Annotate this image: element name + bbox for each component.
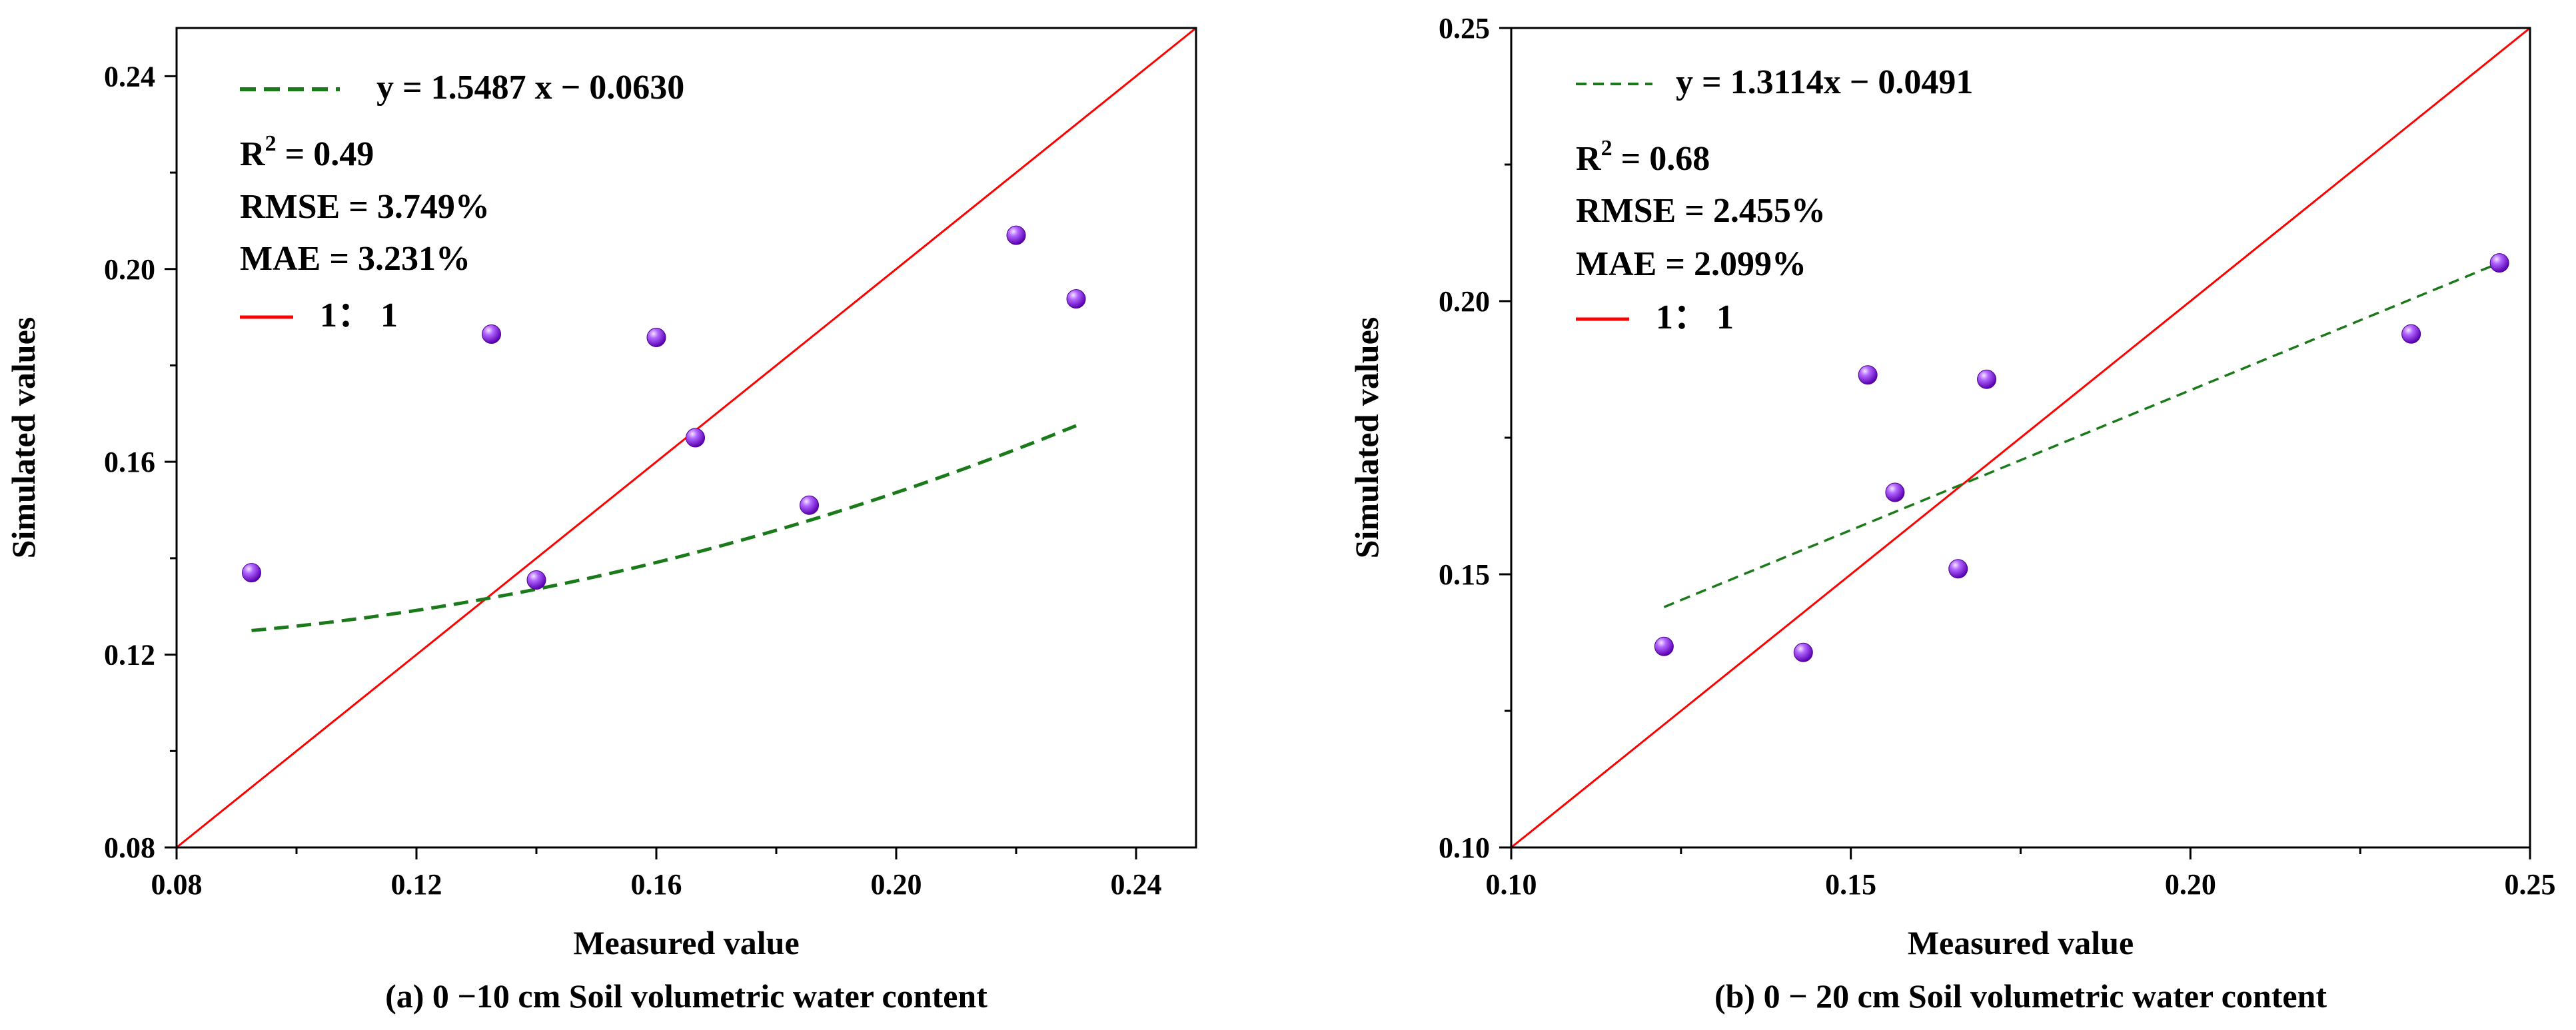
y-tick-label: 0.10 (1439, 831, 1490, 864)
legend-line-label: 1： 1 (1656, 298, 1734, 336)
data-point (1066, 289, 1086, 309)
data-point (482, 324, 501, 344)
chart-panel-b: 0.10 0.15 0.20 0.25 0.10 0.15 0.20 0.25 Measured… (1348, 12, 2556, 1015)
fit-line (1663, 261, 2500, 608)
x-tick-label: 0.10 (1486, 868, 1537, 901)
data-point (1858, 365, 1878, 385)
mae-label: MAE = 2.099% (1576, 245, 1806, 283)
data-point (2489, 253, 2509, 273)
y-tick-label: 0.12 (104, 639, 155, 672)
data-point (242, 563, 261, 583)
x-tick-label: 0.12 (391, 868, 442, 901)
x-axis-title: Measured value (1908, 924, 2134, 961)
one-to-one-line (1511, 28, 2530, 847)
x-tick-label: 0.08 (151, 868, 203, 901)
y-axis-title: Simulated values (1348, 317, 1385, 559)
y-tick-label: 0.25 (1439, 12, 1490, 45)
x-tick-label: 0.20 (871, 868, 922, 901)
mae-label: MAE = 3.231% (240, 240, 470, 278)
r2-label: R2 = 0.49 (240, 131, 374, 173)
y-tick-label: 0.24 (104, 60, 155, 93)
y-tick-label: 0.16 (104, 446, 155, 478)
legend-line-label: 1： 1 (320, 296, 398, 334)
data-point (1885, 482, 1905, 502)
x-tick-label: 0.15 (1825, 868, 1876, 901)
x-tick-label: 0.24 (1111, 868, 1162, 901)
chart-panel-a: 0.08 0.12 0.16 0.20 0.24 0.08 0.12 0.16 0.20 0.24… (5, 27, 1197, 1015)
data-point (1006, 225, 1026, 245)
x-tick-label: 0.25 (2505, 868, 2556, 901)
y-tick-label: 0.20 (104, 253, 155, 286)
figure-caption: (a) 0 −10 cm Soil volumetric water conte… (385, 977, 987, 1015)
data-point (686, 428, 705, 448)
data-point (1793, 642, 1813, 662)
figure-caption: (b) 0 − 20 cm Soil volumetric water cont… (1714, 977, 2327, 1015)
data-point (526, 570, 546, 590)
x-tick-label: 0.16 (631, 868, 682, 901)
data-point (1948, 559, 1968, 579)
plot-frame (175, 27, 1197, 849)
data-point (800, 495, 819, 515)
r2-label: R2 = 0.68 (1576, 136, 1710, 178)
legend-fit-label: y = 1.3114x − 0.0491 (1676, 63, 1973, 101)
y-tick-label: 0.15 (1439, 558, 1490, 591)
rmse-label: RMSE = 2.455% (1576, 192, 1826, 230)
data-point (1977, 369, 1997, 389)
data-point (2401, 324, 2421, 344)
rmse-label: RMSE = 3.749% (240, 188, 490, 226)
legend-fit-label: y = 1.5487 x − 0.0630 (376, 69, 684, 107)
y-tick-label: 0.08 (104, 831, 155, 864)
plot-area (1511, 28, 2530, 847)
data-point (646, 328, 666, 348)
y-tick-label: 0.20 (1439, 285, 1490, 318)
y-axis-title: Simulated values (5, 317, 42, 559)
data-point (1654, 636, 1674, 656)
x-tick-label: 0.20 (2165, 868, 2216, 901)
fit-line (251, 424, 1077, 632)
x-axis-title: Measured value (573, 924, 799, 961)
